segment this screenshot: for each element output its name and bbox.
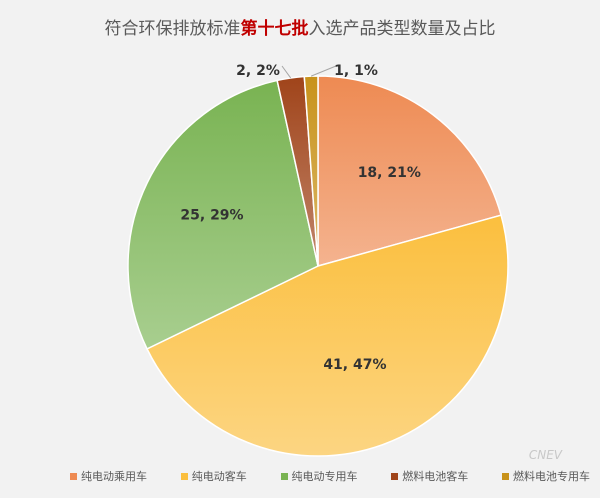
- legend-item-2: 纯电动客车: [180, 468, 247, 484]
- chart-legend: 纯电动乘用车 纯电动客车 纯电动专用车 燃料电池客车 燃料电池专用车: [70, 468, 590, 484]
- legend-label: 纯电动专用车: [291, 470, 358, 483]
- data-label-3: 25, 29%: [180, 208, 243, 224]
- legend-label: 纯电动客车: [191, 470, 247, 483]
- legend-swatch: [502, 472, 509, 480]
- pie-slice-3: [127, 79, 319, 350]
- legend-swatch: [391, 472, 399, 480]
- legend-item-1: 纯电动乘用车: [70, 468, 147, 484]
- watermark-logo: CNEV: [528, 448, 562, 462]
- legend-swatch: [280, 472, 288, 480]
- data-label-5: 1, 1%: [334, 63, 378, 79]
- legend-label: 燃料电池专用车: [513, 470, 590, 483]
- legend-swatch: [180, 472, 188, 480]
- pie-slice-2: [146, 214, 509, 457]
- pie-slice-5: [303, 75, 319, 267]
- data-label-4: 2, 2%: [236, 63, 280, 79]
- legend-swatch: [70, 472, 77, 480]
- legend-label: 燃料电池客车: [402, 470, 469, 483]
- chart-title: 符合环保排放标准第十七批入选产品类型数量及占比: [104, 19, 496, 39]
- data-label-1: 18, 21%: [358, 165, 421, 181]
- pie-slice-1: [317, 75, 502, 267]
- chart-title-highlight: 第十七批: [240, 19, 309, 39]
- legend-label: 纯电动乘用车: [81, 470, 147, 483]
- legend-item-4: 燃料电池客车: [391, 468, 468, 484]
- legend-item-5: 燃料电池专用车: [502, 468, 590, 484]
- leader-line-5: [310, 65, 337, 77]
- legend-item-3: 纯电动专用车: [280, 468, 358, 484]
- leader-line-4: [281, 65, 292, 79]
- data-label-2: 41, 47%: [323, 357, 386, 373]
